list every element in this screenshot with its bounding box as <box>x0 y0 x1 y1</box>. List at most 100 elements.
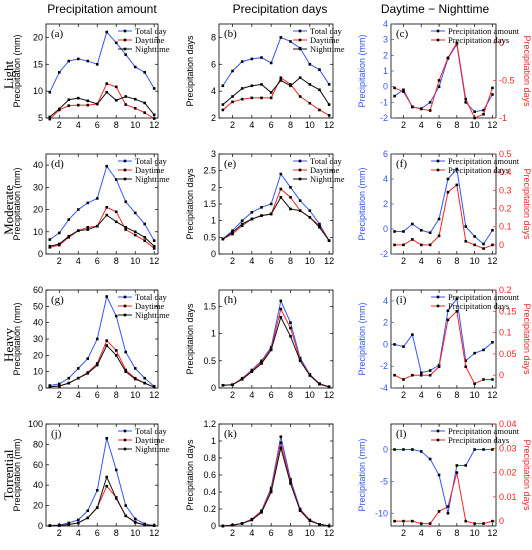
data-point <box>298 359 302 363</box>
data-point <box>250 518 254 522</box>
data-point <box>464 225 468 228</box>
data-point <box>76 57 80 61</box>
data-point <box>308 374 312 377</box>
data-point <box>240 219 244 222</box>
series-line-total <box>49 438 155 526</box>
panel-a: 2 4 6 8 10 12 5 10 15 20 Precipitation (mm) (a) Tota… <box>12 23 170 130</box>
panel-label: (j) <box>51 428 62 440</box>
data-point <box>250 57 254 61</box>
data-point <box>124 228 128 231</box>
x-tick-label: 10 <box>470 256 480 266</box>
legend-label: Daytime <box>310 35 339 45</box>
data-point <box>95 197 99 200</box>
data-point <box>289 482 292 485</box>
x-tick-label: 2 <box>57 390 62 400</box>
data-point <box>143 523 147 527</box>
legend-label: Precipitation days <box>448 165 509 175</box>
y2-tick-label: 0.02 <box>499 468 517 478</box>
data-point <box>419 522 423 525</box>
y-tick-label: 0 <box>383 82 388 92</box>
panel-label: (f) <box>396 158 407 170</box>
data-point <box>114 349 118 352</box>
series-line-day <box>222 307 330 388</box>
data-point <box>95 337 99 341</box>
data-point <box>289 477 292 481</box>
y-axis-label: Precipitation days <box>185 168 195 240</box>
x-tick-label: 6 <box>95 256 100 266</box>
x-tick-label: 2 <box>57 120 62 130</box>
series-line-total <box>49 295 155 387</box>
legend-marker <box>298 47 302 51</box>
data-point <box>269 96 273 100</box>
data-point <box>428 101 432 104</box>
data-point <box>393 448 396 451</box>
data-point <box>48 244 52 248</box>
data-point <box>133 107 137 110</box>
y2-tick-label: 0.2 <box>499 204 512 214</box>
data-point <box>86 228 90 231</box>
data-point <box>260 206 263 209</box>
data-point <box>114 85 118 89</box>
data-point <box>57 524 61 527</box>
legend-marker <box>436 159 440 163</box>
y-axis-label: Precipitation days <box>185 303 195 375</box>
data-point <box>279 441 283 444</box>
data-point <box>221 524 225 528</box>
x-tick-label: 12 <box>149 256 159 266</box>
data-point <box>114 210 118 214</box>
data-point <box>411 238 414 241</box>
data-point <box>67 523 71 526</box>
legend-label: Total day <box>135 156 167 166</box>
x-tick-label: 10 <box>305 528 315 538</box>
data-point <box>464 359 468 363</box>
data-point <box>473 522 476 525</box>
data-point <box>402 88 405 92</box>
data-point <box>464 239 468 243</box>
plot-frame <box>45 423 159 527</box>
data-point <box>393 243 396 247</box>
series-line-night <box>222 77 330 105</box>
series-line-day <box>49 206 155 249</box>
y-tick-label: 0 <box>383 445 388 455</box>
data-point <box>95 102 99 106</box>
x-tick-label: 10 <box>130 120 140 130</box>
legend-label: Total day <box>310 156 342 166</box>
data-point <box>327 524 331 528</box>
x-tick-label: 4 <box>76 120 81 130</box>
y-tick-label: 15 <box>33 59 43 69</box>
data-point <box>105 436 109 440</box>
data-point <box>114 314 118 318</box>
data-point <box>240 222 244 226</box>
x-tick-label: 10 <box>305 390 315 400</box>
y-axis-label: Precipitation (mm) <box>357 34 367 107</box>
data-point <box>57 382 61 386</box>
legend-label: Precipitation amount <box>448 292 520 302</box>
series-line-night <box>222 315 330 388</box>
data-point <box>48 117 52 121</box>
data-point <box>67 104 71 107</box>
data-point <box>393 373 396 377</box>
y-axis-label: Precipitation (mm) <box>12 34 22 107</box>
x-tick-label: 4 <box>419 256 424 266</box>
panel-label: (k) <box>224 428 237 440</box>
y2-tick-label: 0.5 <box>499 149 512 159</box>
data-point <box>473 448 476 451</box>
legend-label: Nighttime <box>310 174 345 184</box>
y-tick-label: 80 <box>33 439 43 449</box>
row-label-heavy: Heavy <box>1 328 16 362</box>
data-point <box>279 307 283 311</box>
data-point <box>289 321 292 324</box>
data-point <box>491 519 494 523</box>
data-point <box>473 110 476 114</box>
y-tick-label: 8 <box>211 32 216 42</box>
y-tick-label: 4 <box>383 296 388 306</box>
y2-tick-label: 0.03 <box>499 443 517 453</box>
data-point <box>446 190 450 194</box>
data-point <box>240 224 244 227</box>
data-point <box>464 101 468 104</box>
data-point <box>428 457 432 461</box>
x-tick-label: 12 <box>149 390 159 400</box>
data-point <box>250 217 254 221</box>
data-point <box>491 86 494 90</box>
data-point <box>411 105 414 109</box>
